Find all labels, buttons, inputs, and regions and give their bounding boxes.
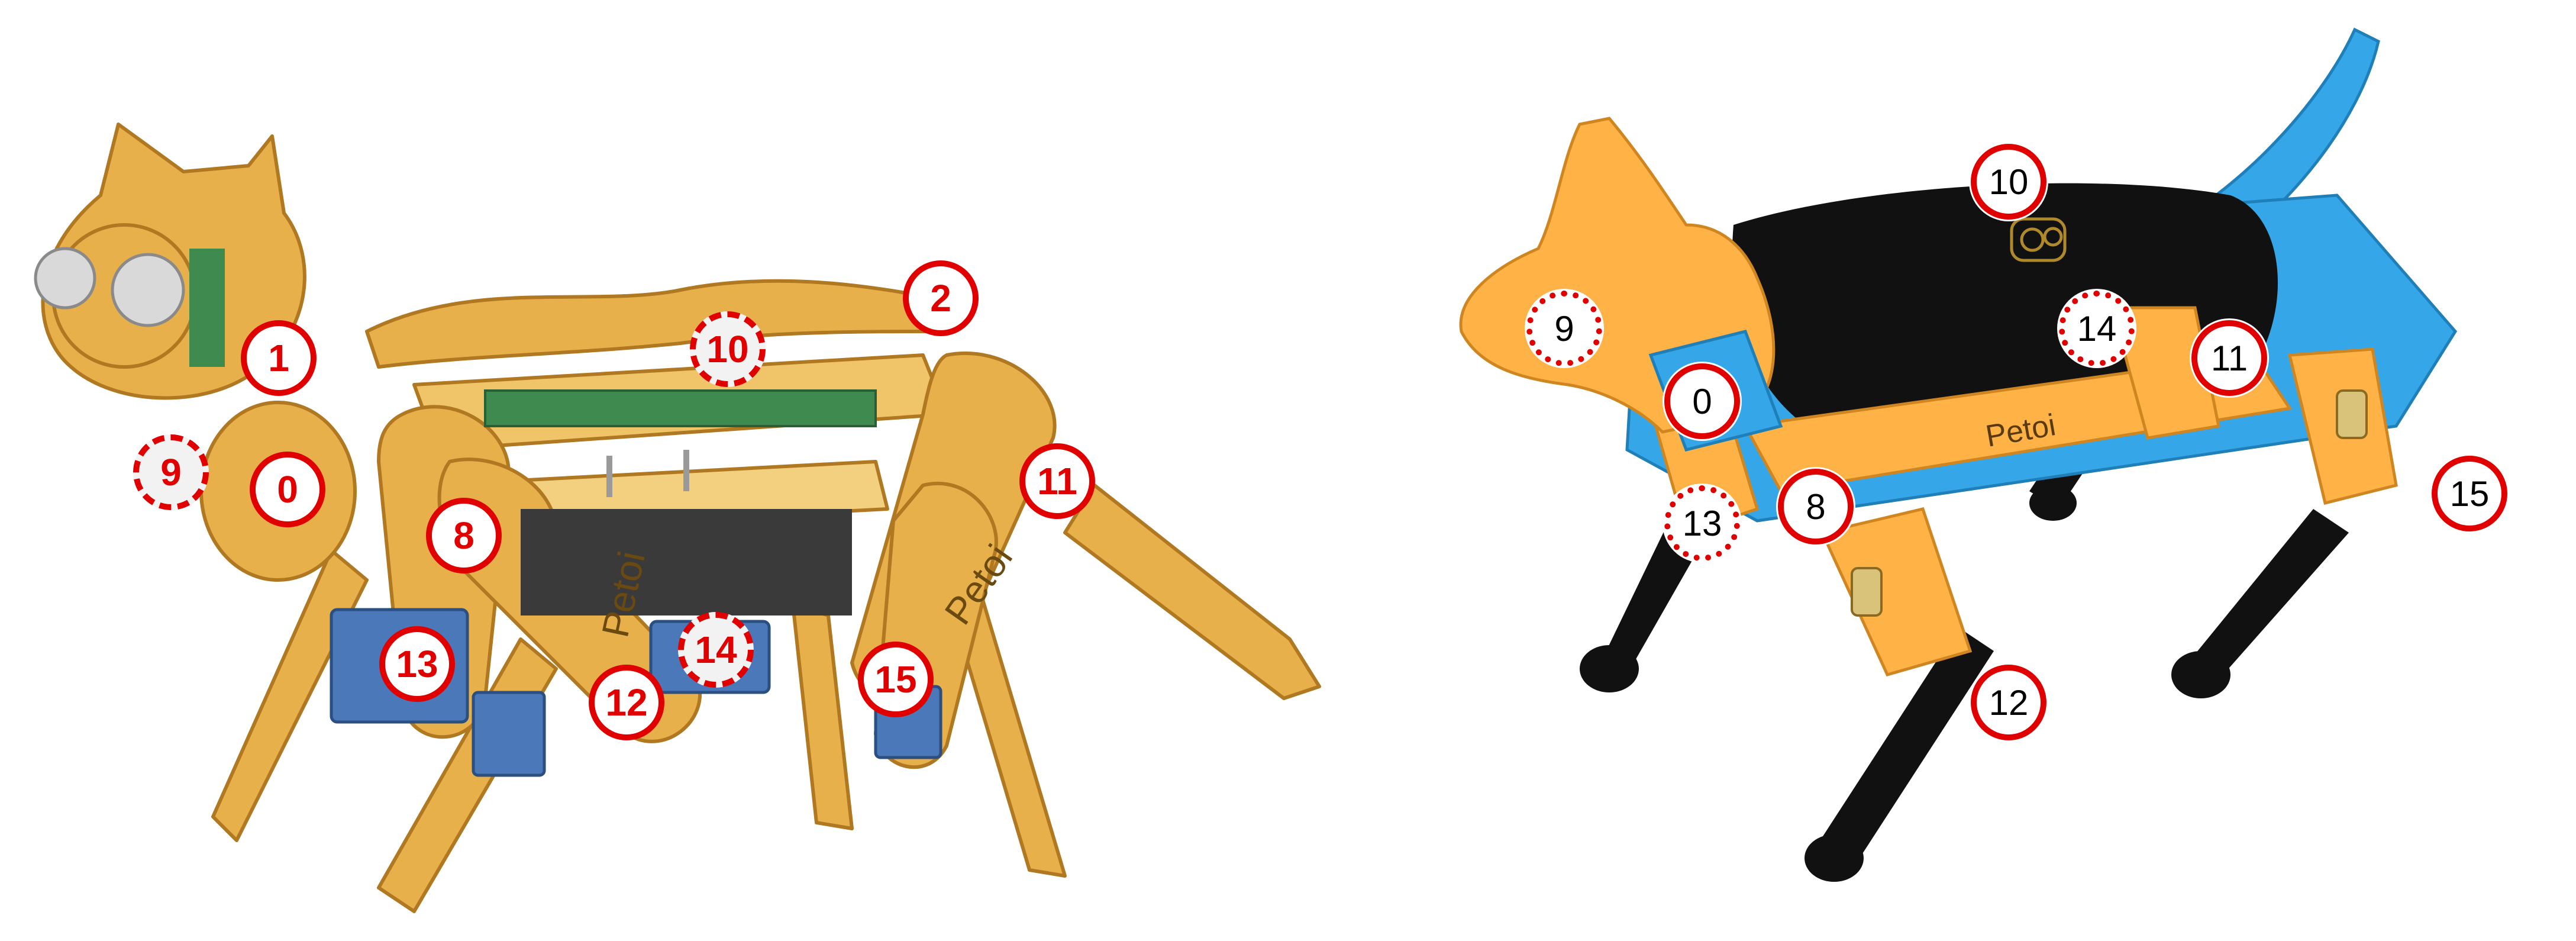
joint-marker-11: 11 (1019, 443, 1095, 519)
battery-box (521, 509, 852, 615)
rear-right-shin (2183, 509, 2349, 687)
joint-marker-13: 13 (379, 626, 455, 702)
bittle-joint-marker-11: 11 (2191, 320, 2267, 396)
joint-marker-2: 2 (903, 260, 979, 336)
bittle-robot-dog-illustration: Petoi (1459, 27, 2458, 882)
front-right-thigh (1820, 507, 1973, 676)
joint-marker-12: 12 (589, 665, 664, 740)
main-board (484, 389, 877, 427)
ultrasonic-eye-right (111, 253, 185, 327)
front-left-lower-leg (211, 549, 369, 842)
joint-marker-15: 15 (858, 642, 934, 717)
bittle-joint-marker-0: 0 (1664, 363, 1740, 439)
bittle-joint-marker-9: 9 (1526, 291, 1602, 366)
joint-marker-14: 14 (678, 612, 754, 688)
joint-marker-9: 9 (133, 434, 209, 510)
joint-marker-8: 8 (426, 498, 502, 573)
joint-marker-1: 1 (241, 320, 317, 396)
front-right-shin (1816, 627, 1994, 870)
ultrasonic-eye-left (34, 247, 96, 310)
bittle-joint-marker-8: 8 (1778, 469, 1854, 544)
tail-plate (1063, 484, 1321, 700)
bittle-joint-marker-14: 14 (2059, 291, 2135, 366)
petoi-top-logo (2010, 217, 2067, 262)
bittle-joint-marker-15: 15 (2432, 456, 2507, 531)
back-plate (365, 279, 948, 369)
joint-marker-0: 0 (250, 452, 325, 527)
bittle-joint-marker-12: 12 (1971, 665, 2046, 740)
joint-marker-10: 10 (690, 311, 766, 387)
bittle-joint-marker-13: 13 (1664, 485, 1740, 561)
rear-left-lower-leg (791, 602, 854, 830)
bittle-joint-marker-10: 10 (1971, 144, 2046, 220)
